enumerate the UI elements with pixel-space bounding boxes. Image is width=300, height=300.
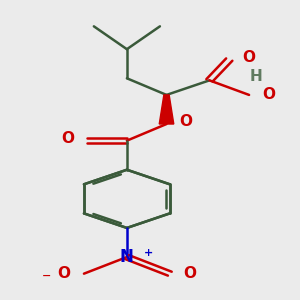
Text: O: O bbox=[58, 266, 71, 281]
Text: O: O bbox=[183, 266, 196, 281]
Text: O: O bbox=[180, 114, 193, 129]
Text: H: H bbox=[249, 69, 262, 84]
Text: O: O bbox=[61, 131, 74, 146]
Text: +: + bbox=[143, 248, 153, 258]
Polygon shape bbox=[159, 95, 174, 124]
Text: O: O bbox=[242, 50, 256, 65]
Text: −: − bbox=[42, 271, 51, 281]
Text: O: O bbox=[262, 87, 275, 102]
Text: N: N bbox=[120, 248, 134, 266]
